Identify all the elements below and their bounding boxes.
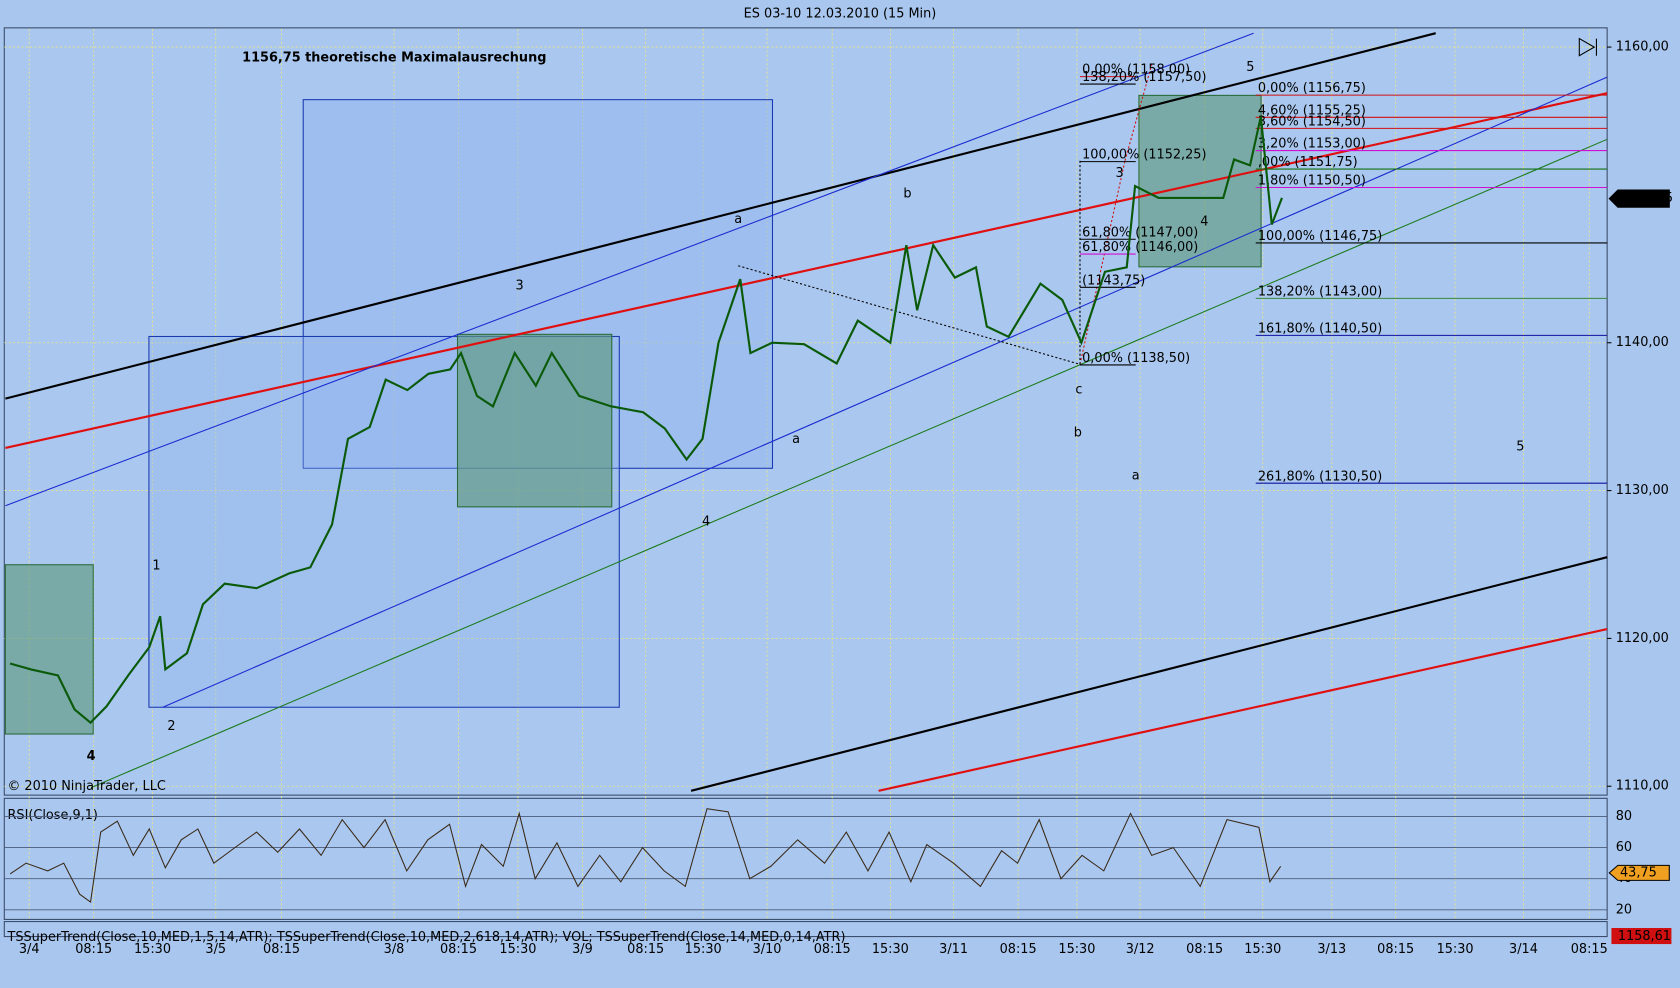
indicator-text: TSSuperTrend(Close,10,MED,1,5,14,ATR); T… — [7, 930, 846, 945]
series-line — [9, 116, 1283, 725]
wave-label: 4 — [1200, 214, 1208, 229]
fib-label: 61,80% (1146,00) — [1082, 240, 1198, 255]
x-tick-label: 3/11 — [939, 942, 968, 957]
trend-line — [878, 627, 1608, 792]
wave-label: a — [1132, 468, 1140, 483]
trend-line — [690, 556, 1608, 792]
zone-box — [1138, 94, 1262, 268]
trend-line — [5, 92, 1608, 449]
x-tick-label: 08:15 — [440, 942, 477, 957]
fib-label: 161,80% (1140,50) — [1258, 321, 1382, 336]
rsi-panel — [3, 797, 1608, 920]
wave-label: 2 — [167, 719, 175, 734]
wave-label: 3 — [1116, 166, 1124, 181]
x-tick-label: 3/13 — [1317, 942, 1346, 957]
zone-box — [456, 333, 613, 508]
fib-label: (1143,75) — [1082, 273, 1145, 288]
copyright: © 2010 NinjaTrader, LLC — [8, 779, 166, 794]
zone-box — [4, 564, 94, 735]
x-tick-label: 3/12 — [1126, 942, 1155, 957]
fib-label: 100,00% (1152,25) — [1082, 148, 1206, 163]
x-tick-label: 08:15 — [814, 942, 851, 957]
x-tick-label: 15:30 — [499, 942, 536, 957]
wave-label: b — [1074, 425, 1082, 440]
fib-label: 138,20% (1157,50) — [1082, 70, 1206, 85]
value-marker-label: 43,75 — [1620, 865, 1657, 880]
x-tick-label: 15:30 — [1058, 942, 1095, 957]
trend-line — [5, 32, 1436, 400]
value-marker — [1608, 864, 1670, 881]
trend-line — [162, 76, 1608, 708]
x-tick-label: 15:30 — [134, 942, 171, 957]
wave-label: b — [903, 186, 911, 201]
trend-line — [5, 32, 1254, 507]
wave-label: 1 — [152, 558, 160, 573]
fib-label: 1,80% (1150,50) — [1258, 174, 1366, 189]
y-tick-label: 80 — [1616, 809, 1632, 824]
x-tick-label: 15:30 — [872, 942, 909, 957]
annotation: 1156,75 theoretische Maximalausrechung — [242, 50, 546, 65]
fib-label: 0,00% (1158,00) — [1082, 63, 1190, 78]
fib-label: 138,20% (1143,00) — [1258, 284, 1382, 299]
window-title: ES 03-10 12.03.2010 (15 Min) — [744, 6, 937, 21]
x-tick-label: 08:15 — [75, 942, 112, 957]
rsi-title: RSI(Close,9,1) — [8, 808, 98, 823]
x-tick-label: 3/5 — [205, 942, 226, 957]
wave-label: 4 — [702, 514, 710, 529]
y-tick-label: 1120,00 — [1616, 631, 1669, 646]
fib-label: 0,00% (1156,75) — [1258, 81, 1366, 96]
fib-label: 3,60% (1154,50) — [1258, 114, 1366, 129]
wave-label: a — [734, 212, 742, 227]
wave-label: a — [792, 432, 800, 447]
price-panel — [3, 27, 1608, 796]
x-tick-label: 08:15 — [263, 942, 300, 957]
fib-label: 261,80% (1130,50) — [1258, 469, 1382, 484]
y-tick-label: 20 — [1616, 902, 1632, 917]
x-tick-label: 08:15 — [1571, 942, 1608, 957]
fib-label: 0,00% (1138,50) — [1082, 351, 1190, 366]
x-tick-label: 3/8 — [384, 942, 405, 957]
wave-label: 3 — [516, 279, 524, 294]
y-tick-label: 1160,00 — [1616, 40, 1669, 55]
indicator-marker — [1611, 927, 1672, 945]
connector — [1079, 160, 1126, 365]
y-tick-label: 1140,00 — [1616, 335, 1669, 350]
x-tick-label: 3/14 — [1509, 942, 1538, 957]
grid — [4, 28, 1608, 920]
wave-label: 4 — [87, 749, 96, 764]
connector — [738, 265, 1081, 365]
wave-label: c — [1075, 383, 1082, 398]
y-tick-label: 1130,00 — [1616, 483, 1669, 498]
x-tick-label: 15:30 — [1437, 942, 1474, 957]
indicator-panel — [3, 921, 1608, 938]
x-tick-label: 15:30 — [1244, 942, 1281, 957]
series-line — [9, 808, 1282, 904]
x-tick-label: 3/9 — [572, 942, 593, 957]
value-marker-label: 1149,75 — [1620, 191, 1673, 206]
x-tick-label: 08:15 — [1377, 942, 1414, 957]
fib-label: 4,60% (1155,25) — [1258, 103, 1366, 118]
y-tick-label: 60 — [1616, 840, 1632, 855]
y-tick-label: 1110,00 — [1616, 779, 1669, 794]
x-tick-label: 08:15 — [627, 942, 664, 957]
indicator-marker-label: 1158,61 — [1618, 929, 1671, 944]
fib-label: 100,00% (1146,75) — [1258, 229, 1382, 244]
value-marker — [1608, 189, 1670, 208]
x-tick-label: 3/10 — [753, 942, 782, 957]
connector — [1124, 64, 1153, 161]
x-tick-label: 3/4 — [19, 942, 40, 957]
x-tick-label: 15:30 — [685, 942, 722, 957]
x-tick-label: 08:15 — [1000, 942, 1037, 957]
fib-label: ,00% (1151,75) — [1258, 155, 1358, 170]
scroll-end-button[interactable] — [1578, 37, 1597, 57]
wave-label: 5 — [1516, 439, 1524, 454]
fib-label: 3,20% (1153,00) — [1258, 137, 1366, 152]
wave-label: 5 — [1246, 60, 1254, 75]
x-tick-label: 08:15 — [1186, 942, 1223, 957]
fib-label: 61,80% (1147,00) — [1082, 225, 1198, 240]
trend-line — [90, 138, 1608, 789]
